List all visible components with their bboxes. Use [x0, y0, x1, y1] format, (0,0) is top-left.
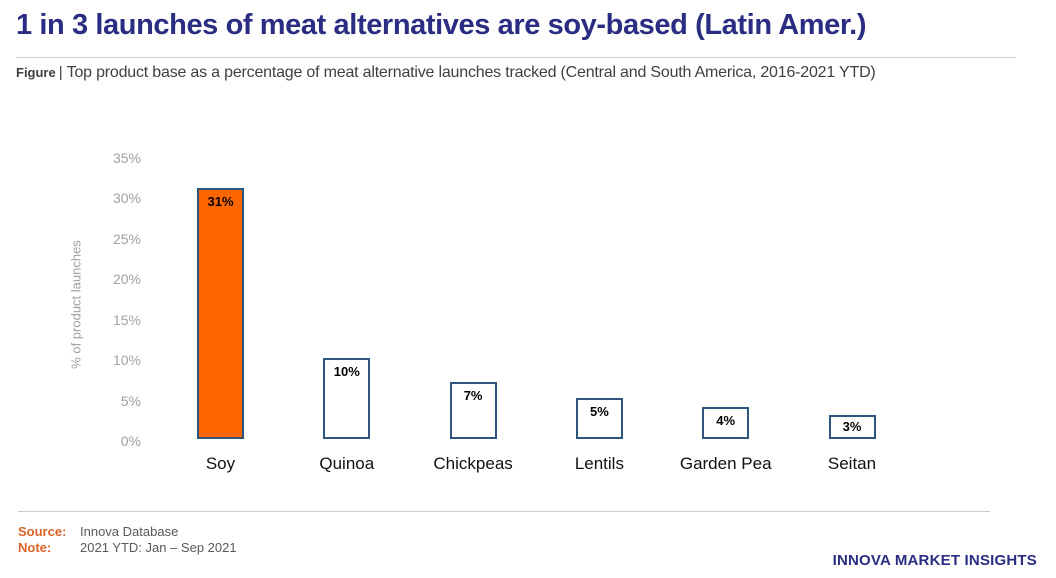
figure-caption-text: Top product base as a percentage of meat… [66, 64, 876, 81]
x-category-label: Quinoa [319, 454, 375, 473]
source-value: Innova Database [80, 524, 179, 539]
x-category-label: Seitan [827, 454, 877, 473]
bar-value-label: 4% [716, 413, 736, 428]
brand-logo-text: INNOVA MARKET INSIGHTS [832, 552, 1037, 569]
bar-value-label: 31% [207, 194, 234, 209]
bar-chart: % of product launches 35% 30% 25% 20% 15% 10%… [69, 149, 877, 474]
y-tick-label: 20% [112, 271, 141, 287]
title-divider [16, 57, 1016, 58]
bar-seitan: 3% [828, 415, 876, 439]
bar-value-label: 10% [333, 364, 360, 379]
x-category-label: Lentils [574, 454, 624, 473]
bar-quinoa: 10% [323, 358, 371, 439]
figure-separator: | [58, 64, 63, 81]
y-tick-label: 35% [112, 149, 141, 166]
x-category-label: Chickpeas [433, 454, 513, 473]
y-tick-label: 25% [112, 230, 141, 247]
x-category-label: Garden Pea [679, 454, 772, 473]
y-tick-label: 30% [112, 190, 141, 206]
source-label: Source: [18, 524, 67, 539]
note-value: 2021 YTD: Jan – Sep 2021 [80, 540, 237, 555]
figure-caption: Figure | Top product base as a percentage … [16, 64, 1046, 82]
bar-value-label: 7% [463, 388, 483, 403]
x-category-label: Soy [205, 454, 236, 473]
y-tick-label: 0% [120, 433, 141, 449]
bar-garden-pea: 4% [702, 407, 750, 439]
bar-lentils: 5% [575, 398, 623, 439]
y-tick-label: 5% [120, 392, 141, 409]
bar-chickpeas: 7% [449, 382, 497, 439]
footer-divider [18, 511, 990, 512]
figure-label: Figure [16, 65, 56, 80]
bar-soy: 31% [197, 188, 244, 439]
y-tick-label: 10% [112, 352, 141, 368]
note-label: Note: [18, 540, 52, 555]
page-title: 1 in 3 launches of meat alternatives are… [16, 9, 867, 41]
bar-value-label: 5% [589, 404, 609, 419]
y-tick-label: 15% [112, 311, 141, 328]
bar-value-label: 3% [842, 419, 862, 434]
